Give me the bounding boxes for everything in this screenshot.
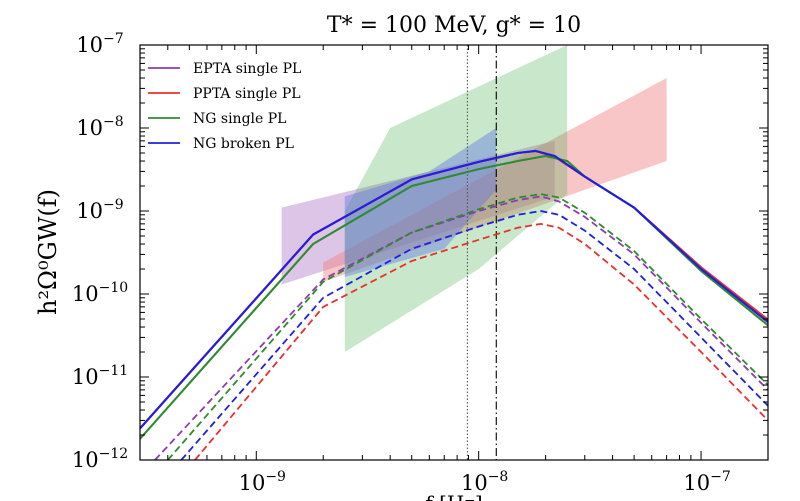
- epta-single-pl-dashed-line: [154, 195, 768, 460]
- ppta-single-pl-legend-label: PPTA single PL: [193, 86, 301, 102]
- ng-single-pl-dashed-line: [167, 193, 768, 460]
- y-tick-label: 10−7: [76, 31, 123, 57]
- ng-single-pl-band: [344, 45, 568, 353]
- legend: EPTA single PL PPTA single PL NG single PL…: [148, 61, 301, 152]
- x-axis-label: f [Hz]: [425, 491, 482, 501]
- plot-frame: [139, 44, 769, 461]
- axis-ticks: [139, 44, 769, 461]
- x-tick-label: 10−7: [683, 469, 730, 495]
- ppta-single-pl-dashed-line: [194, 223, 768, 460]
- chart-title: T* = 100 MeV, g* = 10: [327, 13, 581, 38]
- epta-single-pl-legend-label: EPTA single PL: [193, 61, 301, 77]
- y-tick-label: 10−8: [76, 114, 123, 140]
- epta-single-pl-band: [281, 140, 555, 285]
- y-tick-label: 10−9: [76, 197, 123, 223]
- ng-broken-pl-band: [344, 128, 497, 278]
- vertical-reference-lines: [466, 45, 497, 460]
- axis-tick-labels: 10−9 10−8 10−7 10−12 10−11 10−10 10−9 10−8 10−7: [72, 31, 731, 495]
- y-axis-label: h²Ω⁰GW(f): [34, 189, 62, 315]
- ppta-single-pl-band: [323, 78, 667, 282]
- ng-broken-pl-legend-label: NG broken PL: [193, 136, 294, 152]
- x-tick-label: 10−9: [239, 469, 286, 495]
- y-tick-label: 10−11: [72, 363, 128, 389]
- data-series: [140, 149, 768, 460]
- ng-broken-pl-solid-line: [140, 149, 768, 430]
- y-tick-label: 10−12: [72, 446, 128, 472]
- ng-broken-pl-dashed-line: [180, 210, 768, 460]
- x-tick-label: 10−8: [461, 469, 508, 495]
- y-tick-label: 10−10: [72, 280, 128, 306]
- ng-single-pl-legend-label: NG single PL: [193, 111, 286, 127]
- uncertainty-bands: [281, 45, 667, 353]
